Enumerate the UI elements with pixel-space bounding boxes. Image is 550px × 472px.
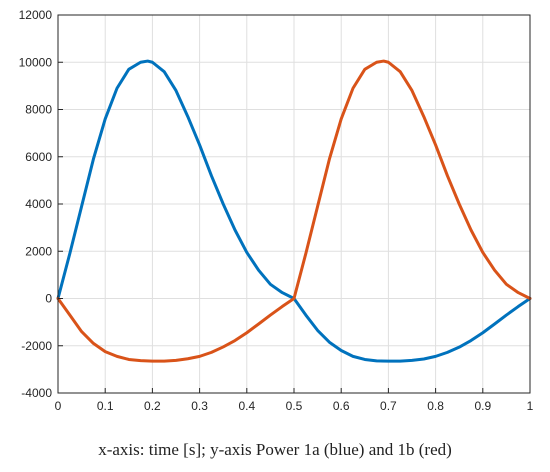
x-tick-label: 0.3 [191,399,208,413]
x-tick-label: 0.6 [333,399,350,413]
x-axis-ticks: 0 0.1 0.2 0.3 0.4 0.5 0.6 0.7 0.8 0.9 1 [55,388,534,413]
y-tick-label: 8000 [25,103,52,117]
x-tick-label: 0.7 [380,399,397,413]
x-tick-label: 0.9 [474,399,491,413]
y-tick-label: 4000 [25,197,52,211]
line-chart: 0 0.1 0.2 0.3 0.4 0.5 0.6 0.7 0.8 0.9 1 -4000 -2000… [19,8,534,413]
figure-caption: x-axis: time [s]; y-axis Power 1a (blue)… [98,440,452,459]
y-tick-label: 12000 [19,8,53,22]
y-tick-label: -2000 [21,339,52,353]
y-tick-label: 6000 [25,150,52,164]
y-tick-label: -4000 [21,386,52,400]
x-tick-label: 0.8 [427,399,444,413]
y-axis-ticks: -4000 -2000 0 2000 4000 6000 8000 10000 12000 [19,8,63,400]
x-tick-label: 0.1 [97,399,114,413]
x-tick-label: 0.2 [144,399,161,413]
power-1b-line [56,59,532,363]
x-tick-label: 0.4 [238,399,255,413]
x-tick-label: 1 [527,399,534,413]
y-tick-label: 2000 [25,244,52,258]
data-series [56,59,532,363]
x-tick-label: 0.5 [286,399,303,413]
y-tick-label: 0 [45,292,52,306]
x-tick-label: 0 [55,399,62,413]
y-tick-label: 10000 [19,55,53,69]
power-1a-line [56,59,532,363]
